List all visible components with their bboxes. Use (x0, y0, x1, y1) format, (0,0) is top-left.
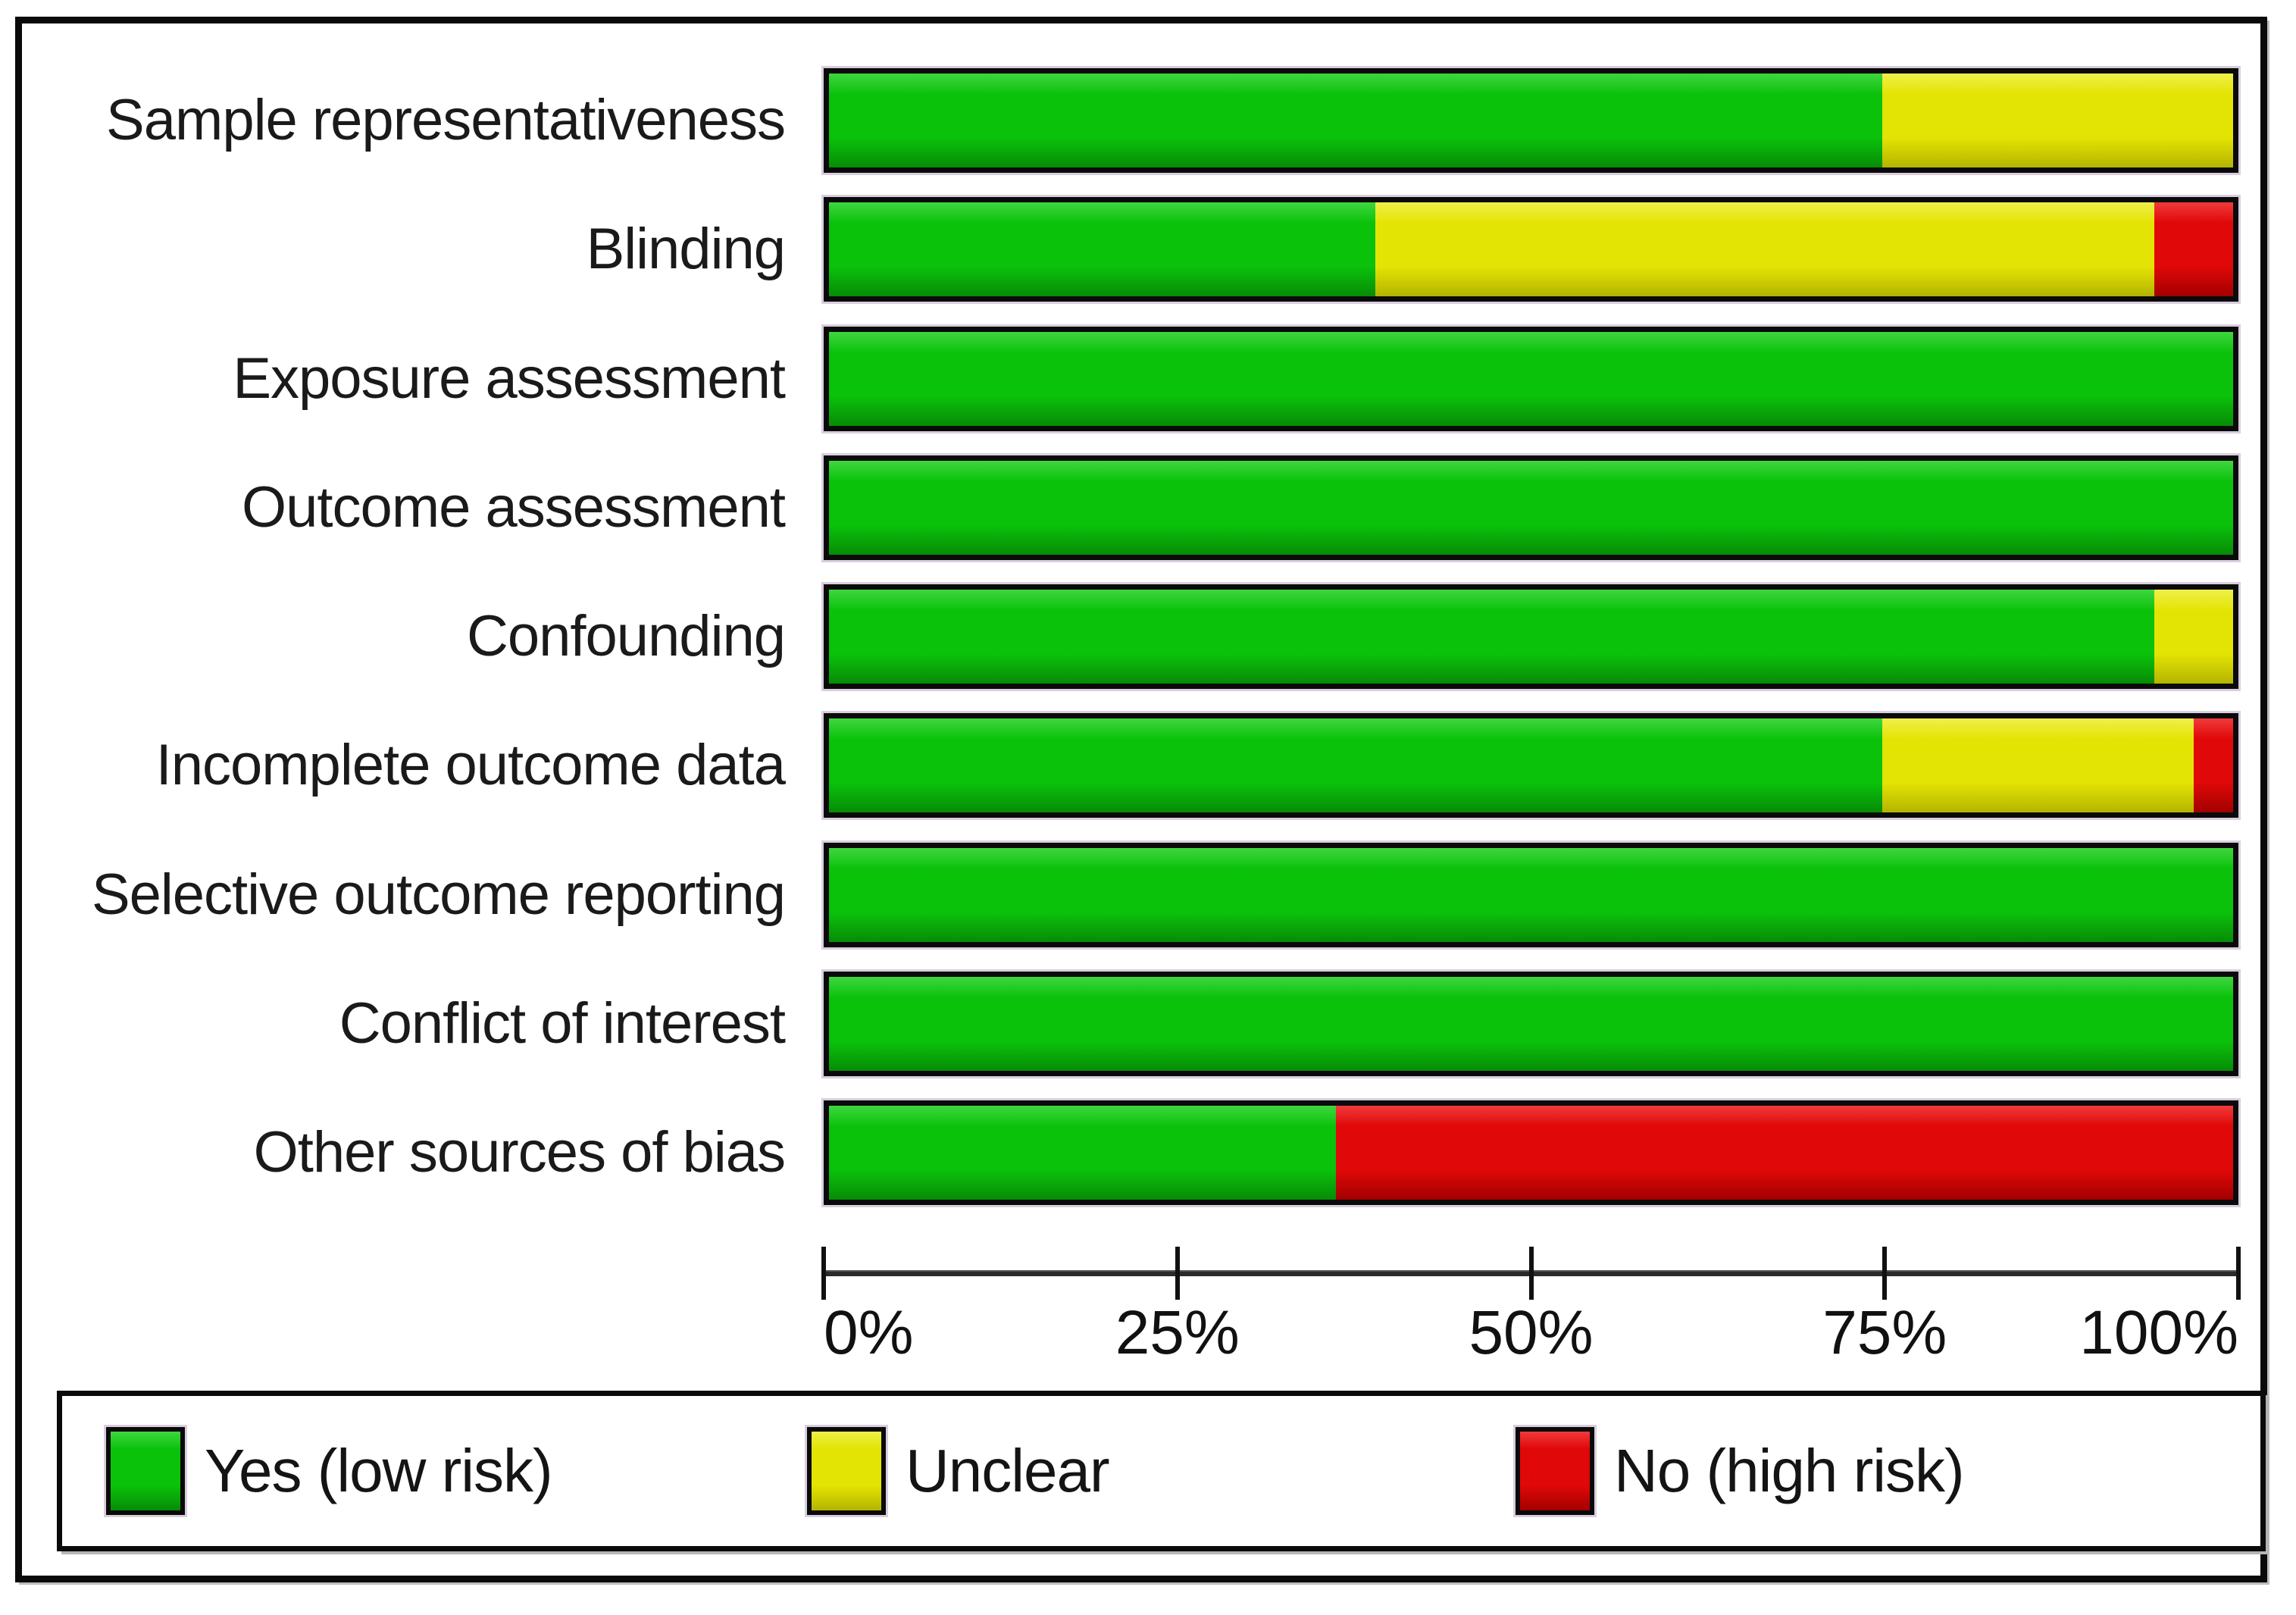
axis-tick-label: 100% (2079, 1298, 2238, 1367)
legend-swatch (106, 1427, 185, 1515)
bar-segment (2194, 718, 2233, 812)
row-label: Incomplete outcome data (155, 733, 786, 797)
row-label: Conflict of interest (339, 991, 786, 1056)
axis-tick (1882, 1247, 1888, 1300)
bar-track (824, 972, 2238, 1076)
row-label: Exposure assessment (233, 346, 786, 411)
axis-tick-label: 25% (1115, 1298, 1240, 1367)
axis-tick (1175, 1247, 1180, 1300)
bar-track (824, 327, 2238, 431)
legend-item: Yes (low risk) (106, 1396, 553, 1546)
bar-track (824, 197, 2238, 302)
bar-row: Exposure assessment (0, 327, 2296, 431)
bar-segment (829, 977, 2233, 1071)
x-axis (821, 1247, 2241, 1300)
bar-segment (2154, 202, 2233, 296)
bar-track (824, 1100, 2238, 1205)
axis-tick-label: 50% (1469, 1298, 1594, 1367)
axis-tick (2236, 1247, 2241, 1300)
legend-label: Unclear (906, 1437, 1110, 1504)
bar-segment (829, 461, 2233, 555)
bar-track (824, 68, 2238, 173)
row-label: Sample representativeness (106, 88, 786, 152)
axis-tick-label: 75% (1822, 1298, 1947, 1367)
bar-segment (829, 74, 1882, 167)
legend-label: Yes (low risk) (205, 1437, 553, 1504)
bar-row: Blinding (0, 197, 2296, 302)
bar-segment (829, 718, 1882, 812)
bar-track (824, 584, 2238, 689)
x-axis-tick-labels: 0% 25% 50% 75% 100% (824, 1302, 2238, 1374)
bar-segment (829, 332, 2233, 426)
axis-tick (1528, 1247, 1534, 1300)
bar-segment (829, 1106, 1336, 1200)
bar-row: Sample representativeness (0, 68, 2296, 173)
row-label: Confounding (466, 604, 786, 668)
legend-item: Unclear (807, 1396, 1110, 1546)
bar-row: Selective outcome reporting (0, 843, 2296, 947)
bar-track (824, 455, 2238, 560)
bar-row: Incomplete outcome data (0, 713, 2296, 818)
bar-track (824, 713, 2238, 818)
bar-segment (829, 848, 2233, 942)
bar-segment (2154, 590, 2233, 684)
row-label: Blinding (586, 217, 786, 281)
bar-row: Conflict of interest (0, 972, 2296, 1076)
bar-segment (1882, 74, 2233, 167)
legend-label: No (high risk) (1614, 1437, 1965, 1504)
bar-segment (829, 590, 2155, 684)
row-label: Outcome assessment (242, 475, 786, 540)
bar-track (824, 843, 2238, 947)
legend-swatch (807, 1427, 886, 1515)
bar-row: Outcome assessment (0, 455, 2296, 560)
bar-row: Confounding (0, 584, 2296, 689)
bar-segment (1882, 718, 2194, 812)
row-label: Other sources of bias (253, 1120, 786, 1185)
bar-row: Other sources of bias (0, 1100, 2296, 1205)
bar-segment (1335, 1106, 2233, 1200)
axis-tick-label: 0% (824, 1298, 914, 1367)
bar-segment (1375, 202, 2155, 296)
axis-tick (821, 1247, 826, 1300)
legend-item: No (high risk) (1516, 1396, 1965, 1546)
bar-segment (829, 202, 1375, 296)
legend-box: Yes (low risk) Unclear No (high risk) (57, 1391, 2266, 1551)
legend-swatch (1516, 1427, 1594, 1515)
row-label: Selective outcome reporting (91, 862, 786, 927)
